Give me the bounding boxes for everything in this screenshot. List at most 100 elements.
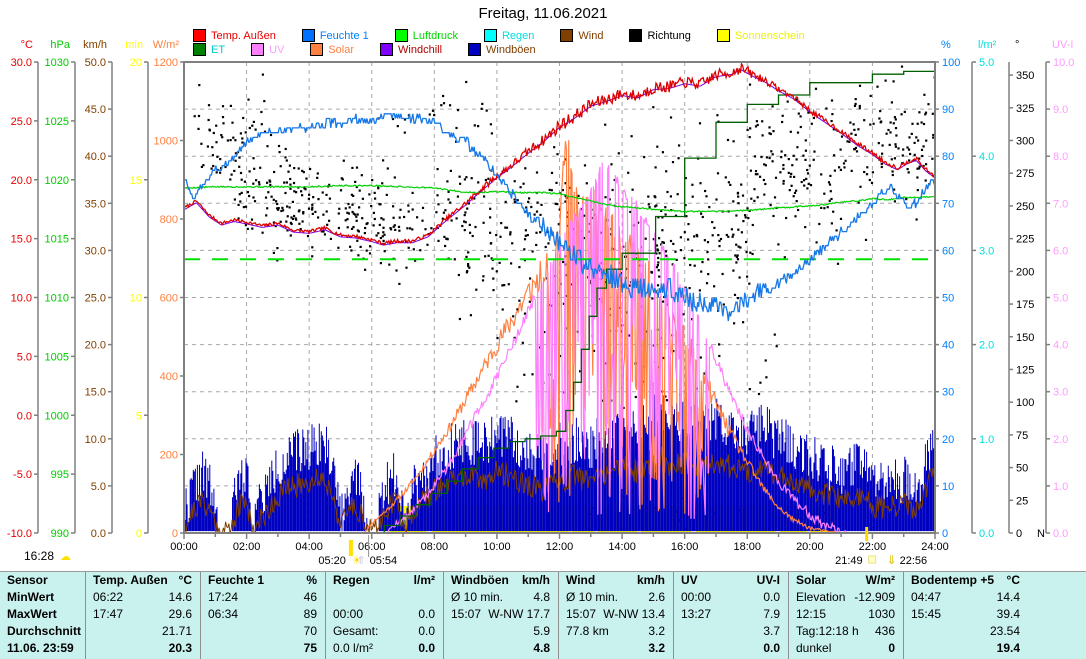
svg-text:25.0: 25.0 [85,293,106,305]
svg-text:1005: 1005 [45,351,69,363]
cell-time: Tag:12:18 h [796,624,859,638]
cell-value: 19.4 [996,641,1020,655]
svg-text:30: 30 [942,387,954,399]
table-row: 75 [201,640,325,657]
svg-text:20: 20 [130,57,142,69]
svg-text:2.0: 2.0 [979,340,994,352]
cell-value: 0.0 [763,590,780,604]
svg-text:15: 15 [130,175,142,187]
legend-label: Solar [328,43,355,56]
x-tick-label: 22:00 [859,541,887,553]
legend-item-wind: Wind [560,29,603,42]
table-row: 3.7 [674,623,788,640]
legend-swatch [301,29,315,42]
row-label: Durchschnitt [7,624,82,638]
cell-value: 0.0 [418,624,435,638]
cell-time: 17:24 [208,590,239,604]
svg-text:50: 50 [1016,463,1028,475]
table-column-solar: Solar W/m² Elevation -12.909 12:15 1030 Tag:12… [788,572,903,659]
cell-value: 20.3 [168,641,192,655]
svg-text:60: 60 [942,245,954,257]
sun-cloud-icon: ☁ [60,551,71,563]
svg-text:6.0: 6.0 [1053,245,1068,257]
x-tick-label: 10:00 [483,541,511,553]
table-column-regen: Regen l/m² 00:00 0.0 Gesamt: 0.0 0.0 l/m² 0.0 [325,572,443,659]
svg-text:600: 600 [160,293,178,305]
svg-text:1010: 1010 [45,293,69,305]
svg-text:1000: 1000 [154,136,178,148]
svg-text:min: min [125,39,143,51]
table-row: Ø 10 min. 2.6 [559,589,673,606]
column-name: Temp. Außen [93,573,168,587]
arrow-up-icon: ⇑ [357,555,366,567]
legend-label: Wind [578,29,604,42]
svg-text:80: 80 [942,151,954,163]
legend-item-solar: Solar [310,43,354,56]
svg-text:10.0: 10.0 [11,293,32,305]
cell-value: 0.0 [418,607,435,621]
sunshine-duration-label: 16:28 [24,549,54,563]
legend-swatch [484,29,497,42]
svg-text:8.0: 8.0 [1053,151,1068,163]
column-unit: W/m² [865,573,895,587]
svg-text:3.0: 3.0 [979,245,994,257]
cell-value: 29.6 [168,607,192,621]
legend-row-2: ET UV Solar Windchill Windböen [193,43,536,56]
table-row: Tag:12:18 h 436 [789,623,903,640]
cell-value: 3.7 [763,624,780,638]
svg-text:°: ° [1015,39,1019,51]
table-row: 70 [201,623,325,640]
table-column-uv: UV UV-I 00:00 0.0 13:27 7.9 3.7 0.0 [673,572,788,659]
axis-UVI: UV-I 0.0 1.0 2.0 3.0 4.0 5.0 6.0 7.0 8.0 9.0 10.0 [1045,39,1074,540]
svg-text:275: 275 [1016,168,1034,180]
column-unit: km/h [636,573,665,587]
legend-row-1: Temp. Außen Feuchte 1 Luftdruck Regen Wind Ri… [193,29,805,42]
sunset-time-label: 21:49 [835,555,863,567]
table-row: 15:07 W-NW 17.7 [444,606,558,623]
table-column-bodentemp-5: Bodentemp +5 °C 04:47 14.4 15:45 39.4 23.54 19.… [903,572,1086,659]
table-column-temp-au-en: Temp. Außen °C 06:22 14.6 17:47 29.6 21.71 20.3 [85,572,200,659]
sun-icon: ☀ [352,555,362,567]
x-tick-label: 06:00 [358,541,386,553]
x-tick-label: 24:00 [921,541,949,553]
cell-value: 5.9 [533,624,550,638]
svg-text:995: 995 [51,469,69,481]
svg-text:9.0: 9.0 [1053,104,1068,116]
cell-time: 15:07 [566,607,597,621]
axis-hPa: hPa 990 995 1000 1005 1010 1015 1020 1025 1030 [45,39,76,540]
svg-text:l/m²: l/m² [978,39,997,51]
cell-value: 0.0 [418,641,435,655]
cell-time: 00:00 [681,590,712,604]
svg-text:-10.0: -10.0 [7,528,32,540]
legend-item-sonnenschein: Sonnenschein [716,29,805,42]
svg-text:50: 50 [942,293,954,305]
cell-value: 3.2 [648,624,665,638]
svg-text:5.0: 5.0 [91,481,106,493]
axis-%: % 0 10 20 30 40 50 60 70 80 90 100 [934,39,960,540]
column-name: Feuchte 1 [208,573,265,587]
svg-text:5: 5 [136,410,142,422]
svg-text:W/m²: W/m² [153,39,180,51]
svg-text:35.0: 35.0 [85,198,106,210]
svg-text:350: 350 [1016,70,1034,82]
svg-text:0.0: 0.0 [17,410,32,422]
cell-time: 04:47 [911,590,942,604]
table-corner-label: Sensor [7,573,48,587]
svg-text:5.0: 5.0 [17,351,32,363]
series-feuchte-1-line [184,113,935,322]
row-label: 11.06. 23:59 [7,641,74,655]
cell-value: 7.9 [763,607,780,621]
table-row: 4.8 [444,640,558,657]
table-row [326,589,443,606]
column-unit: °C [178,573,192,587]
table-row-label: Durchschnitt [0,623,85,640]
svg-text:3.0: 3.0 [1053,387,1068,399]
table-row: 21.71 [86,623,200,640]
column-unit: % [306,573,317,587]
svg-text:225: 225 [1016,234,1034,246]
svg-text:30.0: 30.0 [85,245,106,257]
column-name: Regen [333,573,370,587]
column-unit: l/m² [413,573,435,587]
x-axis: 00:00 02:00 04:00 06:00 08:00 10:00 12:00 14:00… [170,533,949,553]
legend-label: ET [211,43,226,56]
